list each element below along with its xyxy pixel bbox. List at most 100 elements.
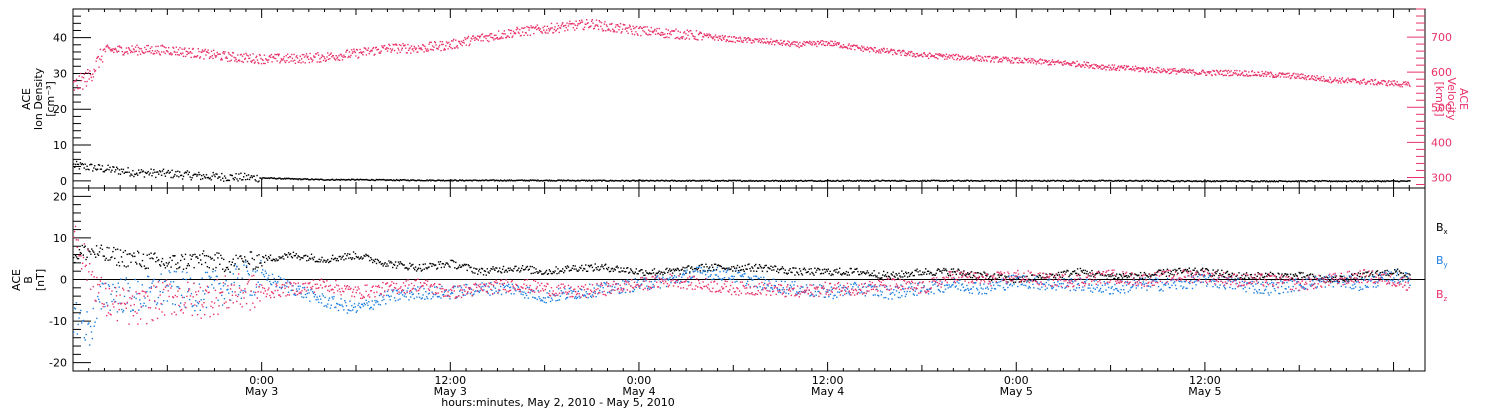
by-point: [190, 292, 193, 295]
by-point: [146, 290, 148, 293]
bx-point: [1074, 270, 1076, 272]
velocity-point: [1103, 66, 1106, 68]
density-point: [1224, 180, 1226, 182]
by-point: [106, 302, 108, 304]
by-point: [191, 305, 193, 308]
density-point: [1297, 180, 1299, 182]
bx-point: [485, 274, 487, 276]
bx-point: [372, 259, 375, 261]
bx-point: [181, 255, 184, 258]
velocity-point: [861, 47, 864, 49]
velocity-point: [1395, 83, 1398, 86]
velocity-point: [1081, 64, 1083, 66]
density-point: [222, 177, 224, 179]
velocity-point: [951, 55, 953, 57]
bx-point: [375, 262, 378, 265]
velocity-point: [104, 50, 107, 53]
bx-point: [1309, 274, 1311, 276]
bx-point: [482, 274, 485, 276]
density-point: [1239, 180, 1241, 182]
density-point: [1009, 180, 1011, 182]
bx-point: [1018, 281, 1020, 283]
bx-point: [1152, 274, 1154, 276]
velocity-point: [656, 27, 658, 30]
bx-point: [793, 267, 795, 269]
density-point: [193, 173, 195, 176]
bx-point: [1217, 269, 1219, 271]
velocity-point: [1312, 78, 1314, 80]
density-point: [993, 180, 996, 182]
bx-point: [812, 272, 814, 275]
bx-point: [1301, 276, 1303, 279]
density-point: [473, 179, 475, 181]
density-point: [135, 173, 137, 176]
velocity-point: [409, 47, 411, 49]
bx-point: [615, 266, 617, 268]
velocity-point: [1202, 69, 1204, 72]
bx-point: [718, 265, 721, 267]
velocity-point: [1154, 71, 1156, 73]
velocity-point: [1305, 78, 1308, 81]
bx-point: [442, 263, 444, 265]
velocity-point: [619, 26, 621, 28]
bx-point: [1344, 280, 1346, 283]
bx-point: [995, 278, 998, 280]
bx-point: [1099, 274, 1102, 276]
density-point: [315, 178, 317, 180]
bx-point: [1359, 272, 1361, 275]
bx-point: [1198, 273, 1200, 275]
velocity-point: [193, 56, 195, 58]
velocity-point: [904, 54, 906, 56]
bx-point: [134, 255, 136, 258]
by-point: [128, 290, 130, 292]
bx-point: [986, 275, 988, 277]
density-point: [1027, 180, 1029, 182]
density-point: [1178, 180, 1180, 182]
velocity-point: [780, 39, 782, 42]
bx-point: [990, 275, 992, 277]
velocity-point: [355, 48, 358, 51]
velocity-point: [640, 34, 642, 37]
density-point: [942, 180, 944, 182]
velocity-point: [1376, 84, 1378, 86]
bx-point: [1048, 278, 1050, 281]
velocity-point: [701, 39, 703, 41]
bx-point: [594, 263, 596, 265]
bx-point: [299, 258, 301, 261]
velocity-point: [819, 41, 821, 44]
bx-point: [157, 260, 159, 262]
density-point: [1406, 180, 1408, 183]
bx-point: [1093, 276, 1095, 278]
density-point: [187, 173, 189, 176]
density-point: [1147, 180, 1149, 182]
velocity-point: [1138, 70, 1140, 73]
density-point: [255, 180, 257, 182]
velocity-point: [1076, 60, 1078, 62]
density-point: [377, 179, 380, 181]
bx-point: [74, 261, 76, 264]
density-point: [1121, 179, 1124, 182]
velocity-point: [1232, 72, 1235, 74]
density-point: [1162, 180, 1165, 182]
density-point: [785, 180, 787, 182]
density-point: [583, 179, 585, 182]
velocity-point: [398, 49, 400, 51]
bx-point: [874, 274, 876, 276]
velocity-point: [1272, 75, 1275, 77]
velocity-point: [1229, 74, 1232, 77]
bx-point: [457, 266, 460, 268]
bx-point: [976, 272, 978, 274]
velocity-point: [1315, 79, 1318, 81]
density-point: [488, 179, 490, 182]
velocity-point: [1358, 82, 1360, 84]
velocity-point: [490, 36, 492, 38]
velocity-point: [434, 42, 437, 44]
velocity-point: [563, 25, 565, 27]
bx-point: [734, 267, 736, 269]
density-point: [558, 179, 560, 182]
velocity-point: [781, 44, 783, 46]
by-point: [144, 297, 146, 299]
density-point: [217, 177, 219, 179]
velocity-point: [926, 55, 928, 57]
velocity-point: [676, 37, 678, 39]
